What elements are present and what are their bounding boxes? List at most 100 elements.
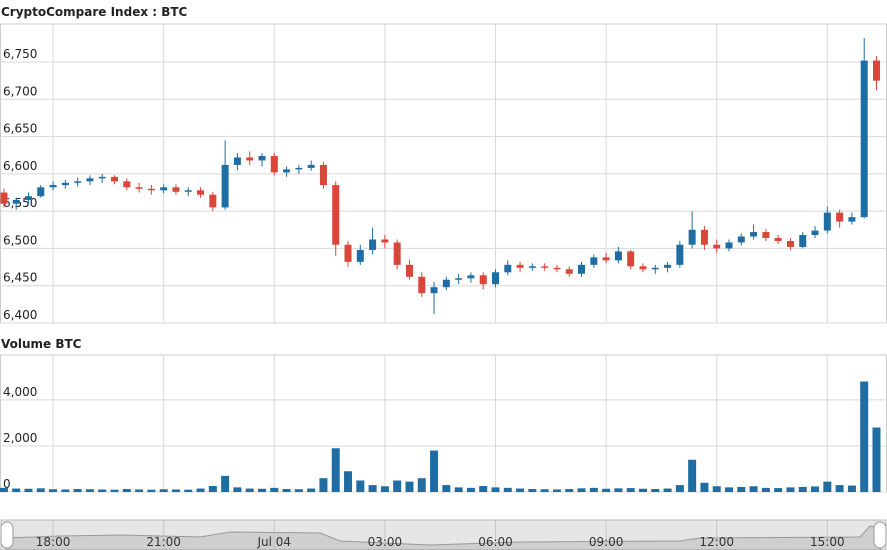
volume-bar — [712, 486, 721, 492]
candle-body — [578, 264, 586, 274]
candle-body — [209, 194, 217, 208]
volume-bar — [85, 489, 94, 492]
candle-body — [504, 264, 512, 273]
navigator-handle[interactable] — [873, 521, 887, 549]
navigator-label: 03:00 — [368, 535, 403, 549]
candle-body — [160, 187, 168, 191]
volume-bar — [319, 478, 328, 492]
candle-body — [74, 181, 82, 183]
candle-body — [528, 266, 536, 268]
navigator-label: Jul 04 — [256, 535, 291, 549]
volume-bar — [835, 485, 844, 492]
candle-body — [811, 230, 819, 236]
candle-body — [283, 169, 291, 173]
price-title: CryptoCompare Index : BTC — [1, 5, 188, 19]
candle-body — [725, 242, 733, 249]
candle-body — [786, 240, 794, 247]
y-tick-label: 6,450 — [3, 271, 37, 285]
volume-bar — [626, 488, 635, 492]
candle-body — [799, 235, 807, 247]
volume-bar — [466, 487, 475, 492]
candle-body — [774, 237, 782, 241]
volume-bar — [675, 485, 684, 492]
candle-body — [664, 264, 672, 268]
candle-body — [111, 176, 119, 182]
y-tick-label: 4,000 — [3, 385, 37, 399]
candle-body — [639, 266, 647, 270]
candle-body — [872, 60, 880, 81]
candle-body — [344, 244, 352, 262]
y-tick-label: 6,550 — [3, 196, 37, 210]
volume-bar — [184, 489, 193, 492]
volume-bar — [122, 489, 131, 492]
volume-bar — [614, 488, 623, 492]
volume-bar — [503, 487, 512, 492]
volume-bar — [159, 489, 168, 492]
volume-bar — [516, 488, 525, 492]
volume-bar — [774, 488, 783, 492]
candle-body — [381, 239, 389, 243]
volume-bar — [872, 427, 881, 492]
volume-bar — [245, 488, 254, 492]
candle-body — [430, 287, 438, 294]
y-tick-label: 6,700 — [3, 84, 37, 98]
navigator-label: 12:00 — [699, 535, 734, 549]
volume-bar — [282, 489, 291, 492]
volume-bar — [344, 471, 353, 492]
volume-bar — [577, 488, 586, 492]
volume-bar — [589, 487, 598, 492]
candle-body — [823, 212, 831, 231]
volume-bar — [786, 487, 795, 492]
candle-body — [197, 190, 205, 195]
candle-body — [258, 155, 266, 161]
volume-bar — [638, 488, 647, 492]
volume-bar — [196, 488, 205, 492]
volume-bar — [331, 448, 340, 492]
volume-bar — [380, 486, 389, 492]
y-tick-label: 6,500 — [3, 233, 37, 247]
candle-body — [848, 217, 856, 222]
candle-body — [442, 279, 450, 288]
y-tick-label: 6,650 — [3, 122, 37, 136]
navigator-label: 21:00 — [146, 535, 181, 549]
volume-bar — [61, 489, 70, 492]
volume-title: Volume BTC — [1, 337, 82, 351]
volume-bar — [847, 485, 856, 492]
volume-bar — [442, 485, 451, 492]
candle-body — [700, 229, 708, 245]
volume-bar — [73, 489, 82, 492]
candle-body — [590, 257, 598, 265]
volume-bar — [270, 487, 279, 492]
volume-bar — [0, 487, 8, 492]
candle-body — [455, 278, 463, 280]
volume-bar — [171, 489, 180, 492]
candle-body — [516, 264, 524, 268]
volume-bar — [725, 487, 734, 492]
volume-bar — [602, 488, 611, 492]
volume-bar — [233, 487, 242, 492]
candle-body — [602, 257, 610, 261]
candle-body — [221, 164, 229, 208]
candle-body — [37, 187, 45, 197]
candle-body — [565, 269, 573, 274]
candle-body — [184, 190, 192, 192]
candle-body — [762, 232, 770, 238]
candle-body — [492, 272, 499, 285]
candle-body — [750, 232, 758, 237]
navigator-label: 06:00 — [478, 535, 513, 549]
volume-bar — [540, 489, 549, 492]
volume-bar — [110, 489, 119, 492]
volume-bar — [749, 486, 758, 492]
candle-body — [737, 236, 745, 243]
candle-body — [553, 267, 561, 270]
navigator-handle[interactable] — [0, 521, 14, 549]
candle-body — [307, 164, 315, 168]
volume-bar — [860, 381, 869, 492]
volume-bar — [307, 488, 316, 492]
plot-area — [0, 354, 887, 493]
candle-body — [61, 182, 69, 186]
candle-body — [246, 157, 254, 161]
volume-bar — [135, 489, 144, 492]
volume-bar — [24, 488, 33, 492]
